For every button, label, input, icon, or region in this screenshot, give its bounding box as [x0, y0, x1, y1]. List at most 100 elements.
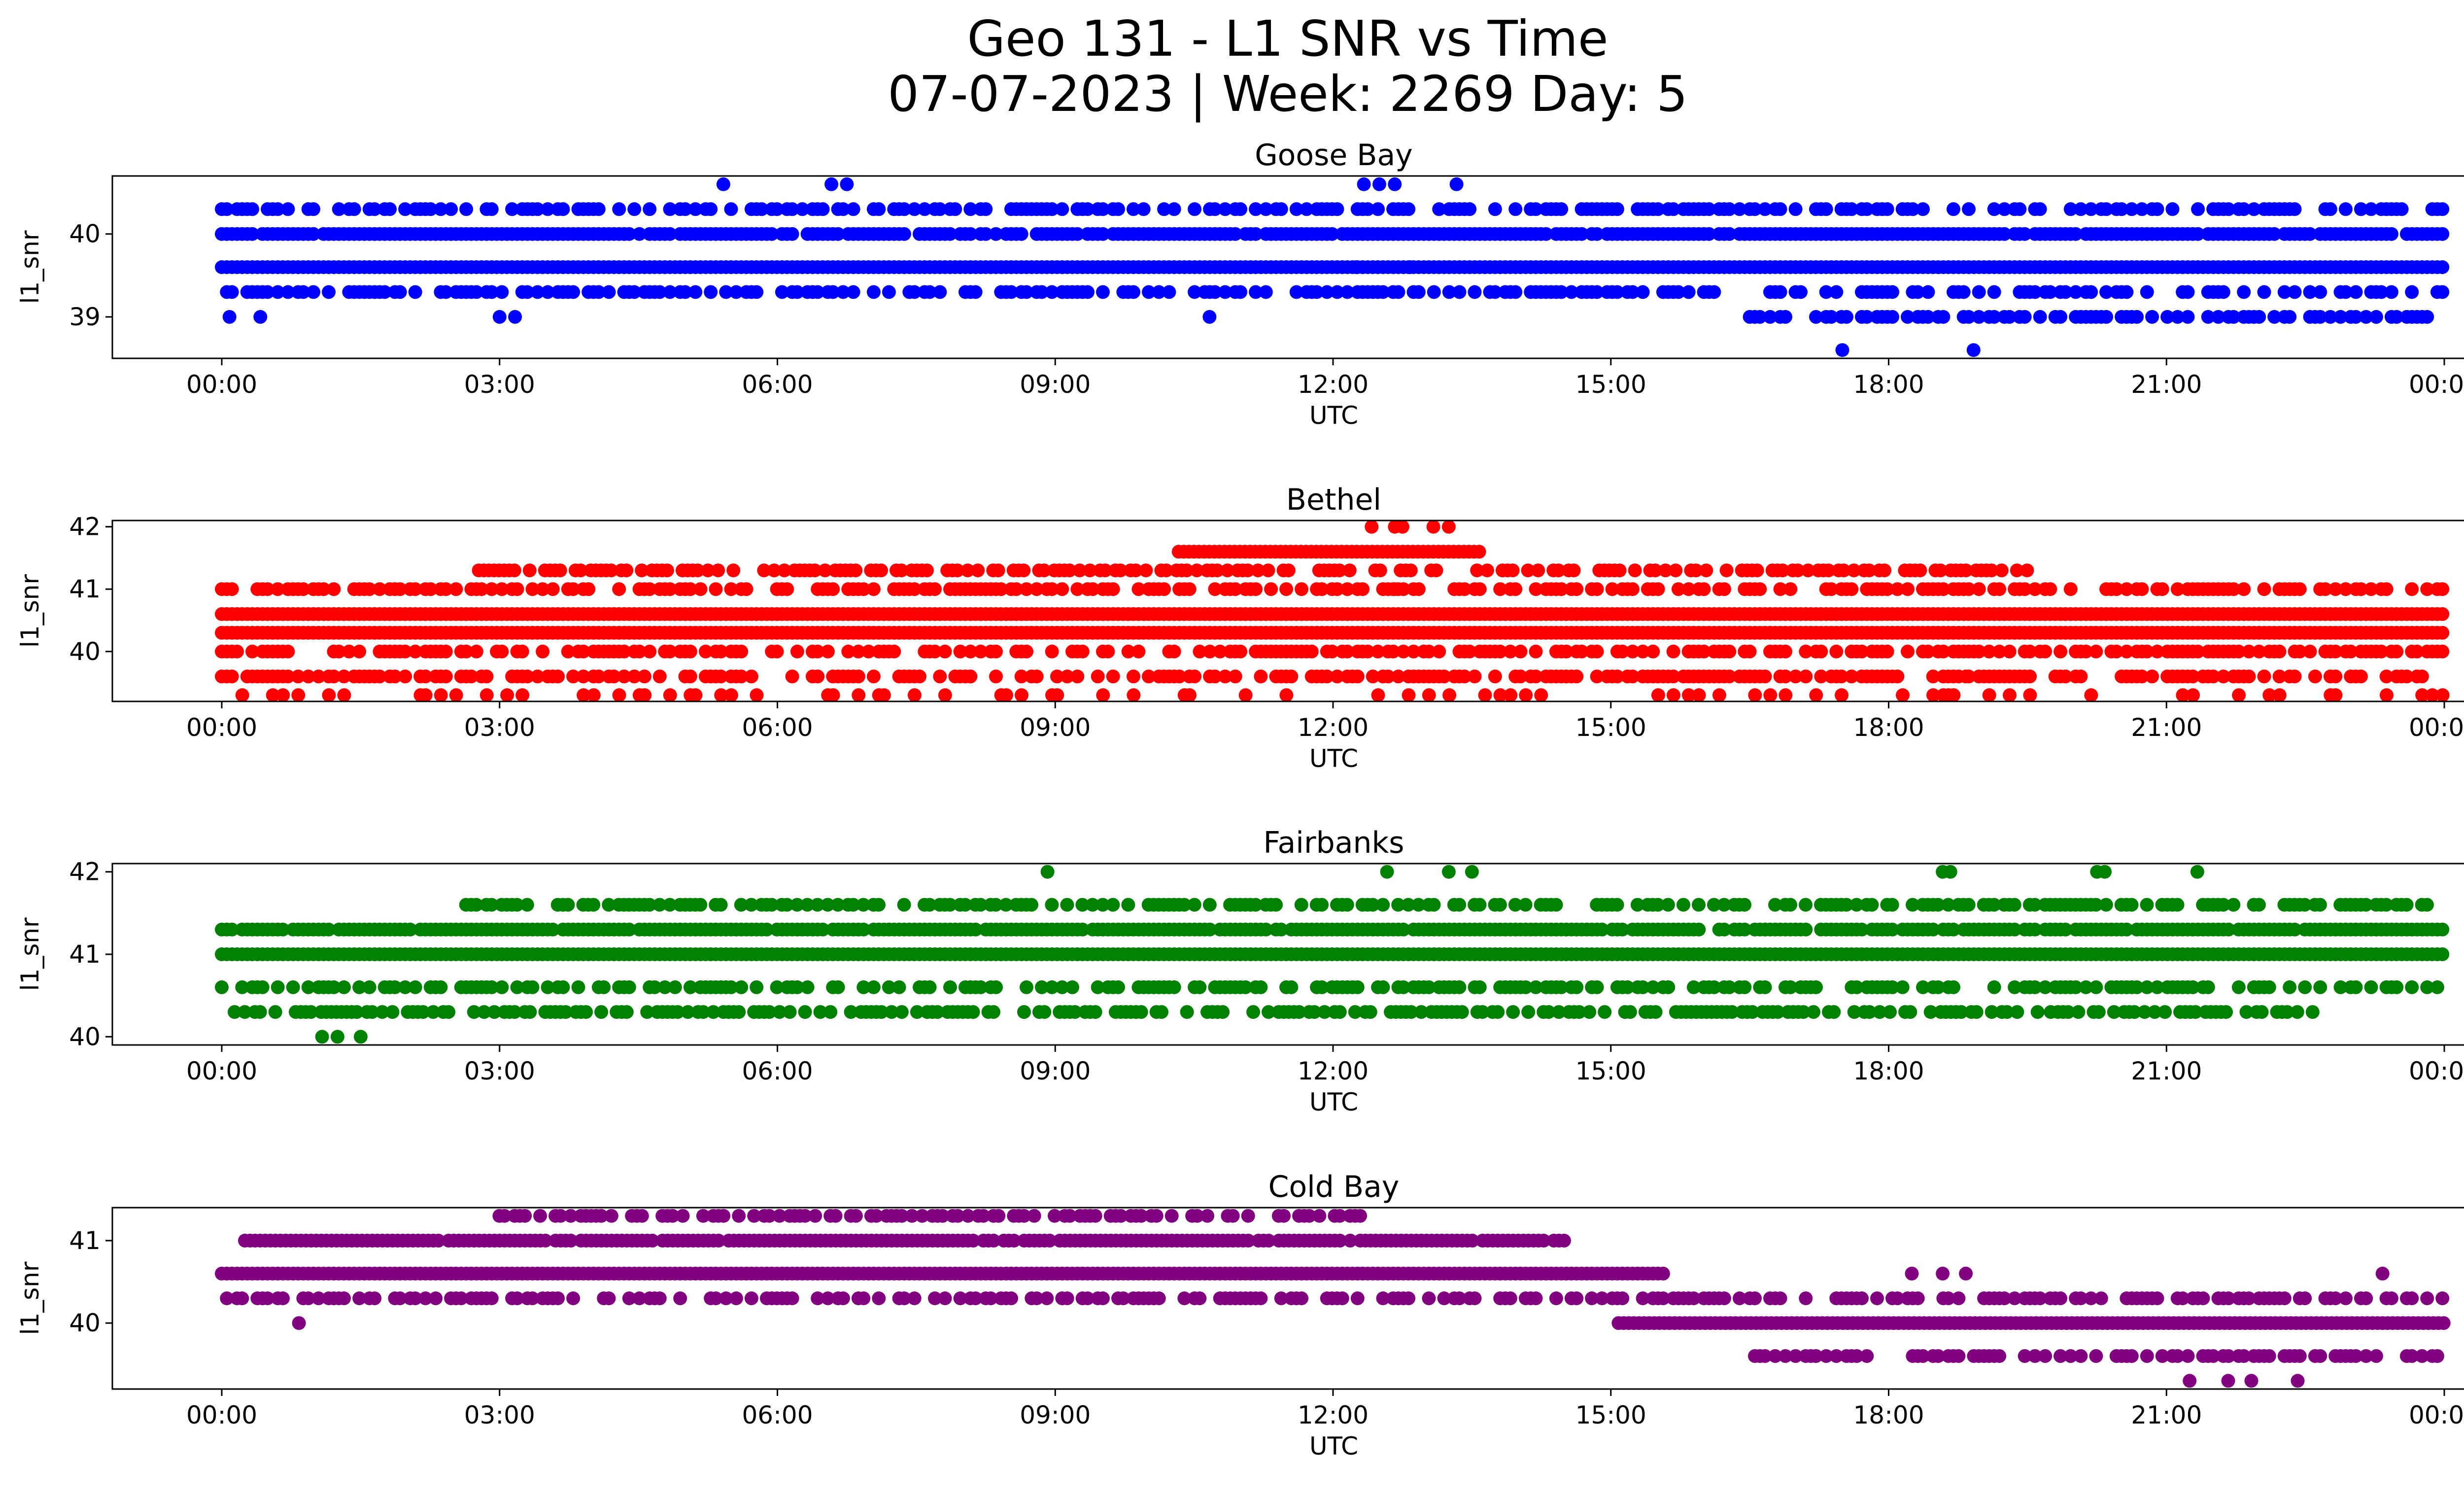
data-point — [1246, 1005, 1261, 1019]
data-point — [327, 669, 341, 684]
data-point — [1376, 285, 1390, 299]
data-point — [989, 669, 1003, 684]
data-point — [2379, 669, 2394, 684]
data-point — [1017, 563, 1031, 578]
data-point — [307, 285, 320, 299]
data-point — [1692, 688, 1706, 701]
data-point — [1722, 227, 1737, 241]
data-point — [704, 285, 718, 299]
data-point — [948, 202, 962, 216]
x-tick-label: 12:00 — [1298, 713, 1369, 742]
data-point — [439, 644, 453, 659]
data-point — [373, 582, 387, 596]
data-point — [566, 582, 581, 596]
data-point — [1127, 202, 1140, 216]
data-point — [1666, 202, 1680, 216]
data-point — [2140, 898, 2154, 912]
data-point — [1982, 688, 1996, 701]
data-point — [1574, 644, 1589, 659]
data-point — [235, 980, 249, 994]
data-point — [2293, 582, 2307, 596]
data-point — [2298, 980, 2312, 994]
data-point — [1926, 922, 1940, 937]
data-point — [352, 644, 367, 659]
data-point — [907, 202, 922, 216]
x-axis-label: UTC — [1309, 401, 1358, 430]
data-point — [2237, 202, 2251, 216]
data-point — [556, 202, 570, 216]
data-point — [1985, 1005, 1999, 1019]
data-point — [1933, 563, 1948, 578]
data-point — [974, 644, 988, 659]
x-tick-label: 15:00 — [1575, 1057, 1646, 1085]
data-point — [2150, 202, 2164, 216]
data-point — [938, 644, 952, 659]
data-point — [1294, 898, 1308, 912]
data-point — [2099, 202, 2114, 216]
data-point — [1529, 980, 1543, 994]
data-point — [1916, 202, 1930, 216]
data-point — [566, 285, 581, 299]
data-point — [2158, 1005, 2172, 1019]
data-point — [416, 1005, 430, 1019]
data-point — [1238, 688, 1253, 701]
data-point — [1508, 285, 1523, 299]
data-point — [897, 898, 911, 912]
data-point — [1106, 669, 1120, 684]
data-point — [2379, 582, 2394, 596]
data-point — [342, 644, 356, 659]
data-point — [2318, 582, 2332, 596]
data-point — [311, 669, 326, 684]
data-point — [418, 669, 433, 684]
data-point — [1134, 1005, 1148, 1019]
data-point — [2257, 285, 2271, 299]
data-point — [255, 980, 270, 994]
data-point — [439, 285, 453, 299]
data-point — [541, 202, 555, 216]
data-point — [2364, 980, 2378, 994]
data-point — [1045, 202, 1059, 216]
data-point — [2010, 563, 2024, 578]
data-point — [1738, 898, 1751, 912]
data-point — [1862, 1005, 1877, 1019]
data-point — [874, 563, 888, 578]
data-point — [1763, 310, 1777, 324]
data-point — [648, 980, 662, 994]
data-point — [1791, 563, 1805, 578]
data-point — [785, 227, 799, 241]
data-point — [2120, 582, 2134, 596]
data-point — [1249, 582, 1263, 596]
data-point — [2435, 644, 2450, 659]
data-point — [327, 980, 341, 994]
data-point — [960, 563, 975, 578]
data-point — [1801, 563, 1815, 578]
data-point — [1987, 285, 2001, 299]
data-point — [658, 980, 672, 994]
data-point — [1307, 1005, 1322, 1019]
data-point — [1411, 285, 1426, 299]
data-point — [1707, 898, 1721, 912]
data-point — [1203, 922, 1217, 937]
data-point — [632, 644, 647, 659]
data-point — [2328, 582, 2343, 596]
data-point — [245, 202, 259, 216]
data-point — [1088, 1005, 1102, 1019]
data-point — [1972, 644, 1986, 659]
data-point — [642, 898, 656, 912]
x-tick-label: 03:00 — [464, 1057, 535, 1085]
data-point — [245, 644, 259, 659]
y-tick-label: 39 — [69, 303, 101, 331]
data-point — [2084, 285, 2098, 299]
data-point — [2074, 202, 2088, 216]
data-point — [1228, 227, 1242, 241]
data-point — [1404, 1005, 1418, 1019]
data-point — [800, 898, 815, 912]
data-point — [2257, 669, 2271, 684]
data-point — [1157, 202, 1171, 216]
data-point — [619, 563, 634, 578]
data-point — [1661, 980, 1676, 994]
data-point — [2176, 688, 2190, 701]
data-point — [851, 669, 865, 684]
data-point — [750, 688, 764, 701]
y-tick-label: 42 — [69, 858, 101, 886]
